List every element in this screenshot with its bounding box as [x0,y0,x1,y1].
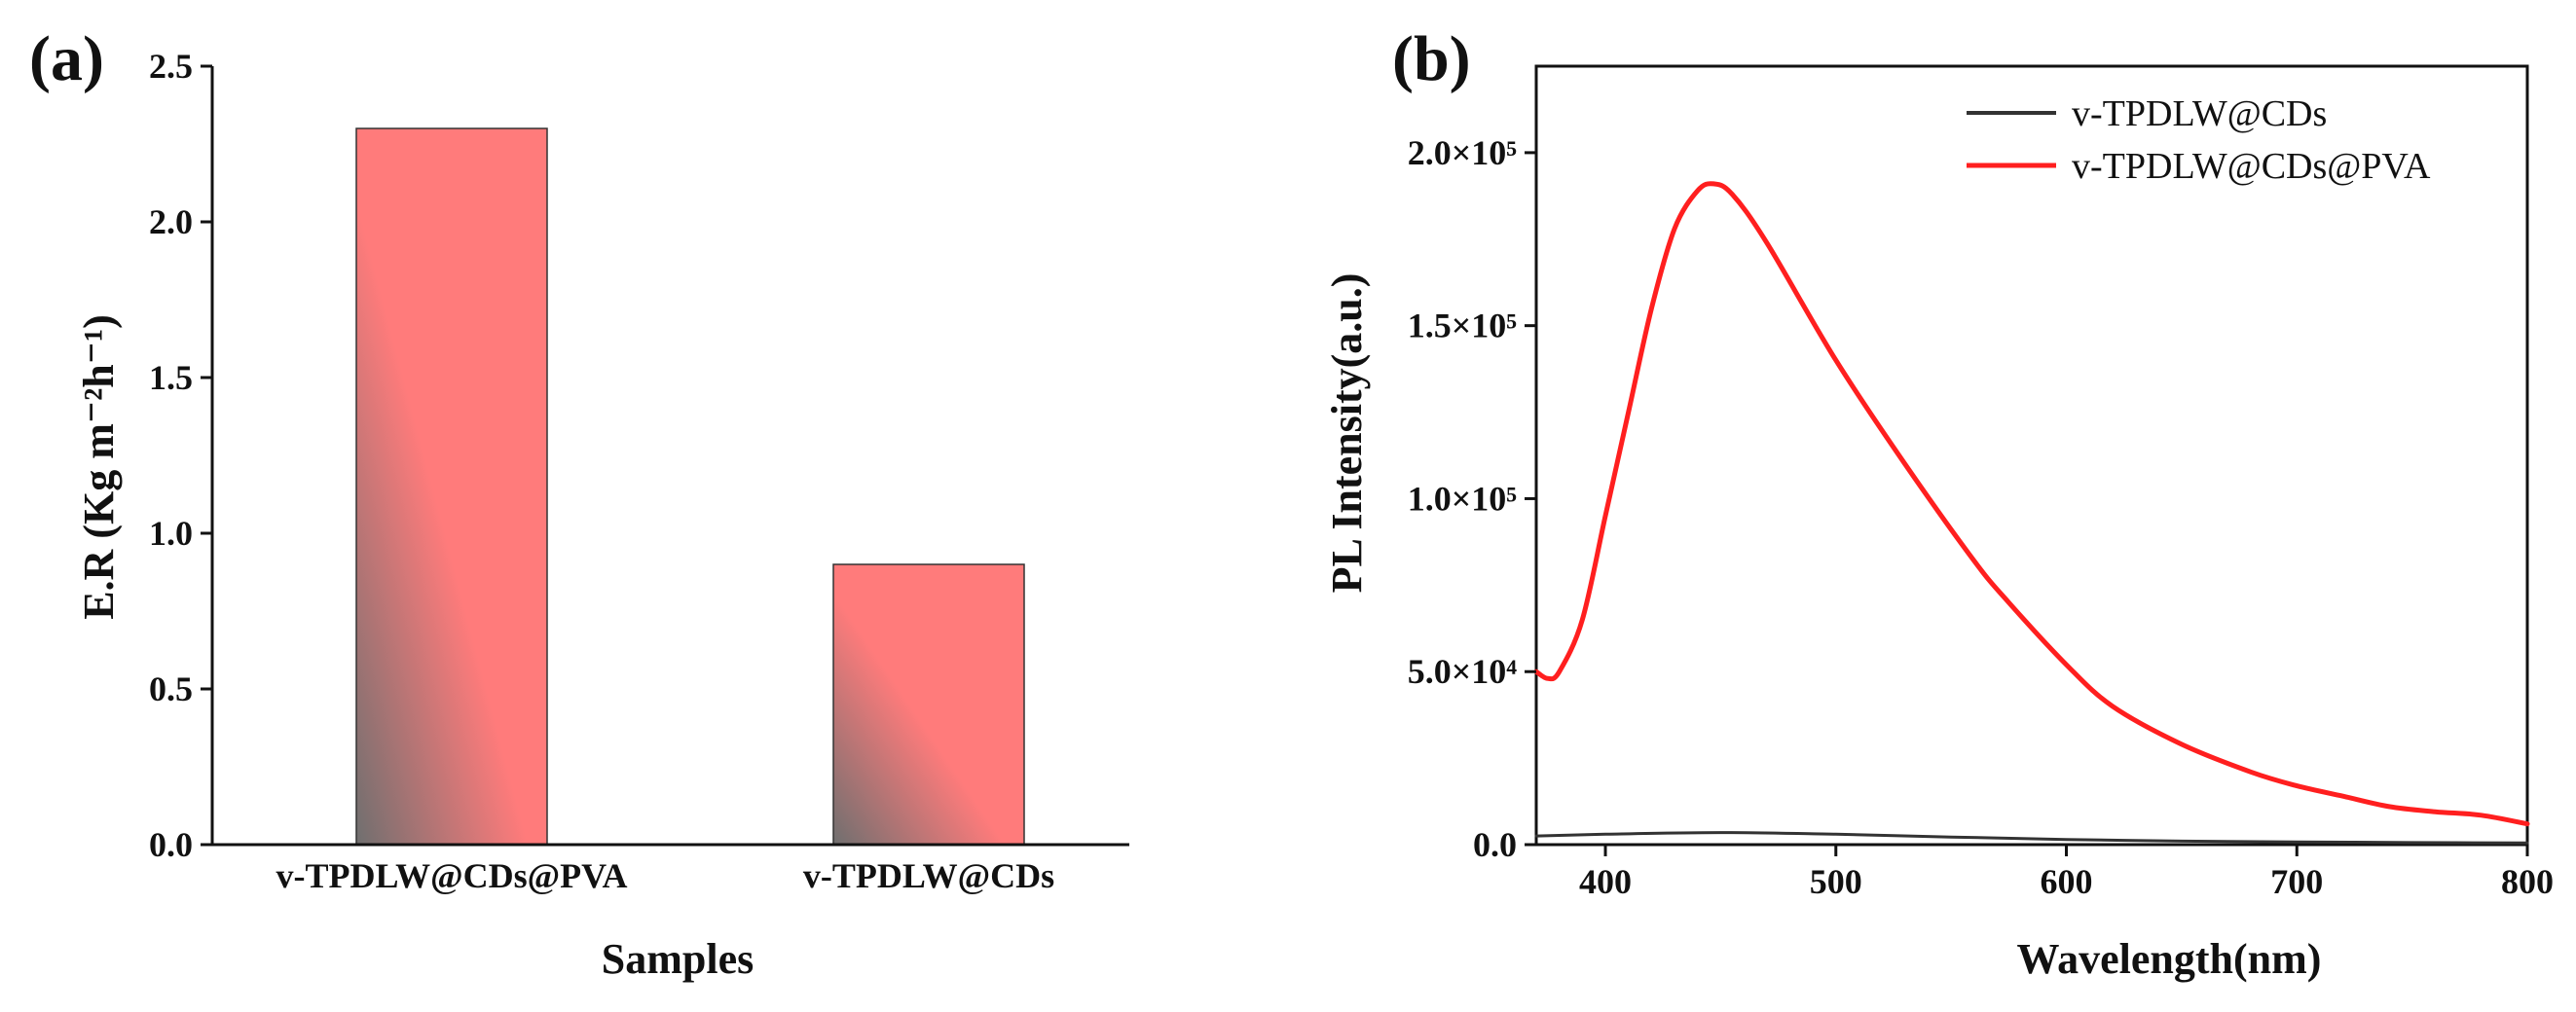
panel-b-y-axis-title: PL Intensity(a.u.) [1323,273,1371,594]
panel-b-x-tick-label: 600 [2041,862,2093,901]
panel-a-y-tick-label: 0.5 [149,669,193,708]
panel-a-y-axis-title: E.R (Kg m⁻²h⁻¹) [75,314,123,620]
panel-a-y-tick-label: 1.5 [149,358,193,397]
legend-label-v-tpdlw-cds: v-TPDLW@CDs [2072,93,2327,134]
category-label-v-tpdlw-cds-pva: v-TPDLW@CDs@PVA [276,856,627,895]
panel-b-x-tick-label: 700 [2270,862,2323,901]
panel-b-legend: v-TPDLW@CDs v-TPDLW@CDs@PVA [1967,93,2431,187]
panel-b-x-axis-title: Wavelength(nm) [2017,935,2322,983]
series-line-v-tpdlw-cds-pva [1533,181,2530,827]
panel-a-y-tick-label: 0.0 [149,825,193,864]
panel-b-line-chart: (b) PL Intensity(a.u.) Wavelength(nm) 0.… [1323,23,2554,983]
series-line-v-tpdlw-cds [1534,831,2529,845]
panel-a-x-axis-title: Samples [602,935,754,983]
panel-b-x-ticks: 400 500 600 700 800 [1579,845,2554,901]
panel-b-series-lines [1533,181,2530,845]
panel-a-y-ticks: 0.0 0.5 1.0 1.5 2.0 2.5 [149,47,212,864]
panel-b-x-tick-label: 500 [1810,862,1862,901]
panel-b-y-tick-label: 0.0 [1473,825,1517,864]
panel-b-x-tick-label: 400 [1579,862,1632,901]
panel-a-label: (a) [29,23,104,94]
panel-b-label: (b) [1392,23,1471,94]
legend-label-v-tpdlw-cds-pva: v-TPDLW@CDs@PVA [2072,146,2431,187]
panel-b-y-tick-label: 2.0×10⁵ [1408,133,1518,172]
panel-a-category-labels: v-TPDLW@CDs@PVA v-TPDLW@CDs [276,856,1054,895]
panel-a-y-tick-label: 1.0 [149,514,193,553]
panel-a-bars [355,127,1025,846]
panel-b-y-tick-label: 1.5×10⁵ [1408,307,1518,345]
panel-a-bar-chart: (a) E.R (Kg m⁻²h⁻¹) Samples 0.0 0.5 1.0 1.5… [29,23,1129,983]
category-label-v-tpdlw-cds: v-TPDLW@CDs [803,856,1054,895]
panel-b-plot-frame [1534,64,2529,847]
panel-b-y-tick-label: 5.0×10⁴ [1408,652,1518,691]
panel-a-y-tick-label: 2.5 [149,47,193,86]
panel-b-y-ticks: 0.0 5.0×10⁴ 1.0×10⁵ 1.5×10⁵ 2.0×10⁵ [1408,133,1536,864]
panel-b-x-tick-label: 800 [2501,862,2554,901]
bar-v-tpdlw-cds-pva [355,127,548,846]
panel-a-y-tick-label: 2.0 [149,202,193,241]
panel-b-y-tick-label: 1.0×10⁵ [1408,479,1518,518]
bar-v-tpdlw-cds [832,563,1025,846]
